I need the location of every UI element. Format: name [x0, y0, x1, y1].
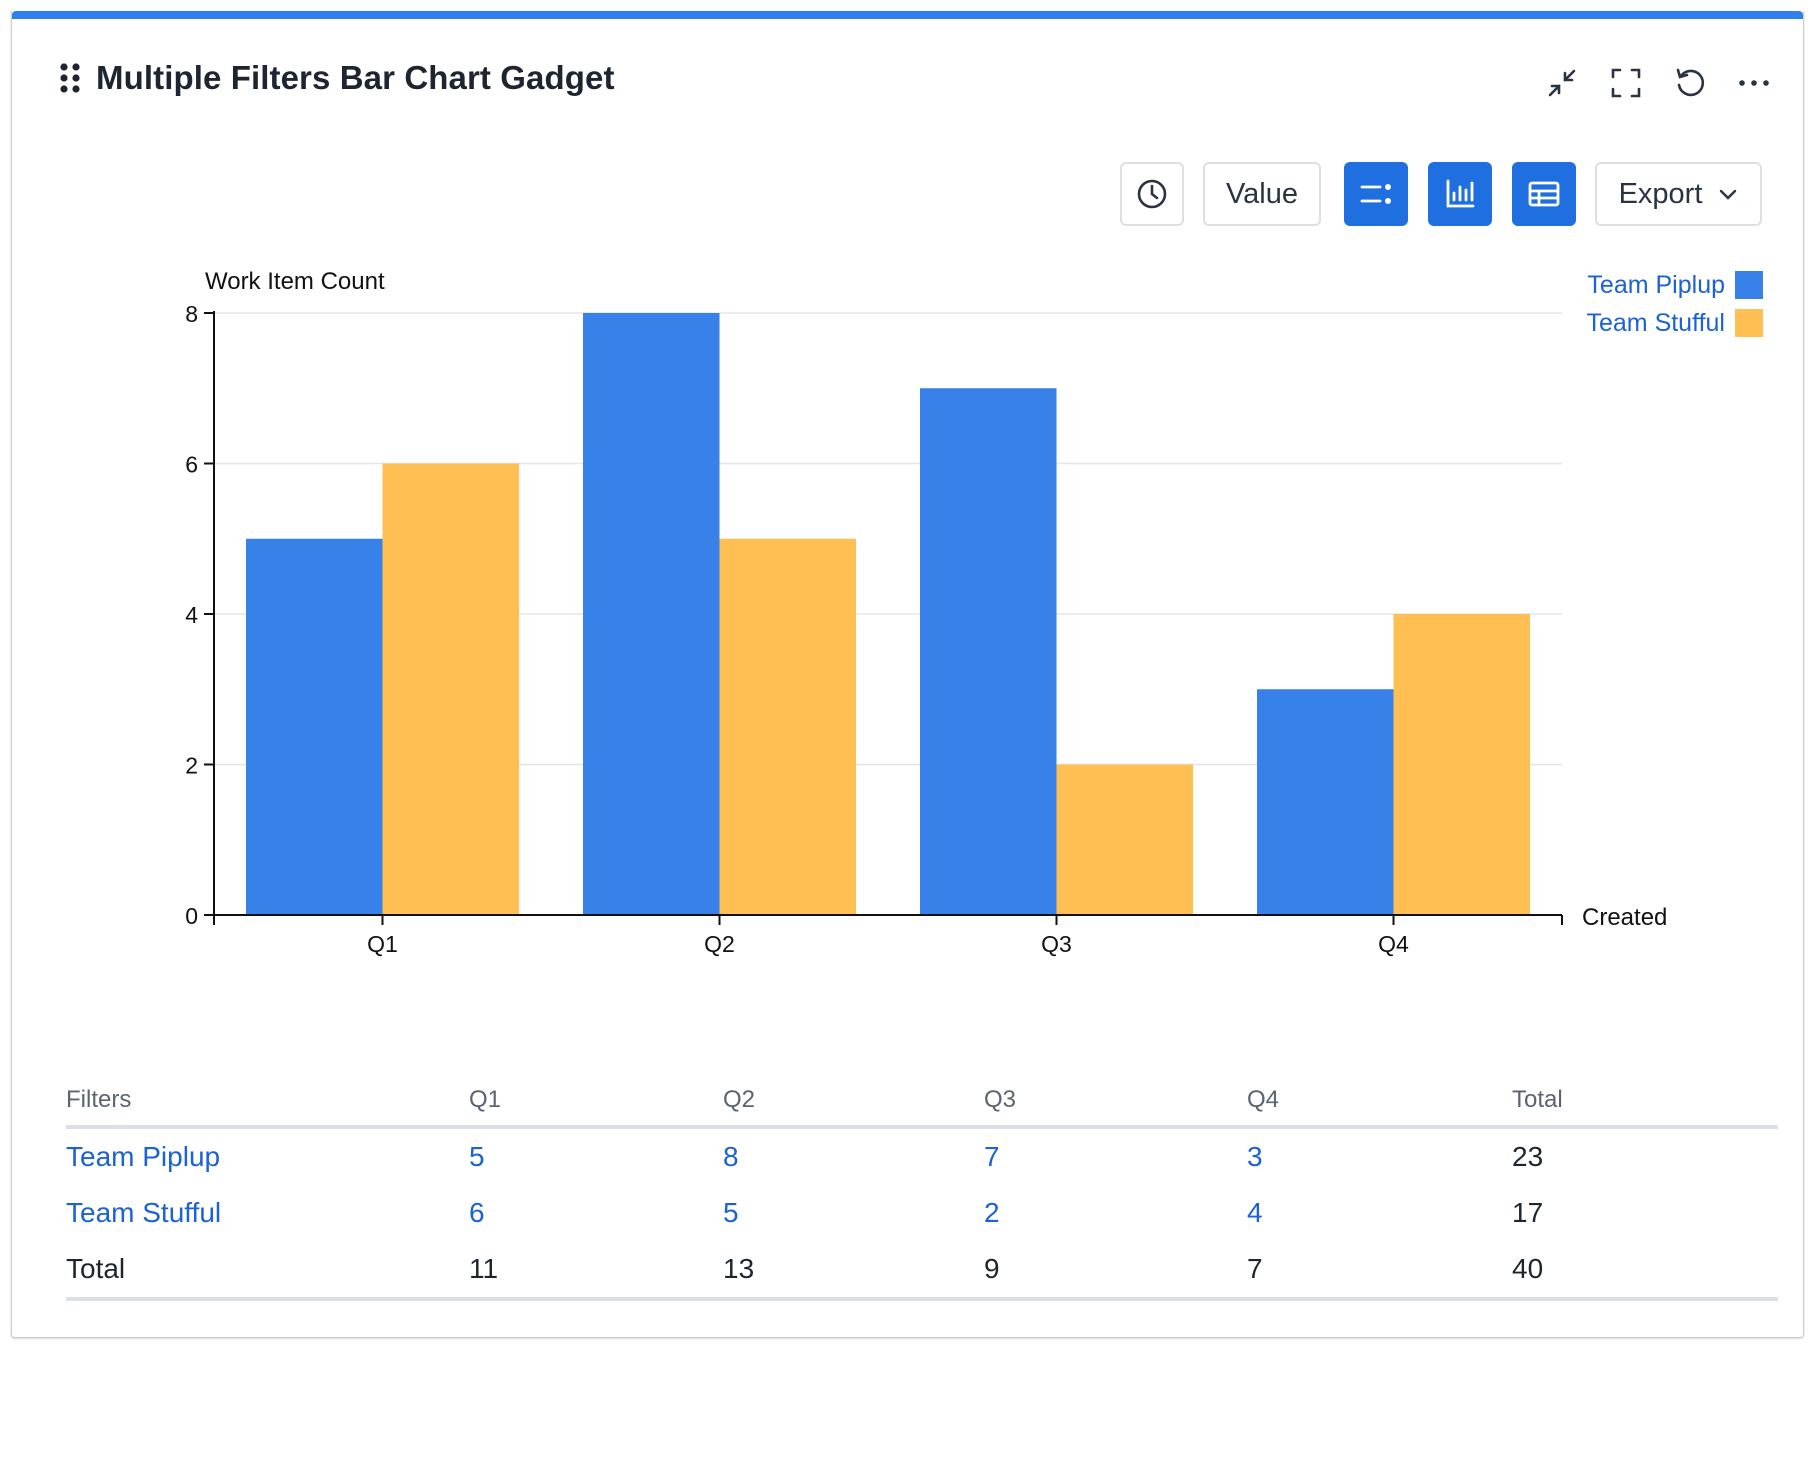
gadget-panel: Multiple Filters Bar Chart Gadget Value	[11, 11, 1804, 1338]
bar	[719, 538, 856, 915]
bar	[1393, 614, 1530, 915]
chart-legend: Team Piplup Team Stufful	[1586, 266, 1763, 342]
legend-label: Team Stufful	[1586, 308, 1725, 337]
value-button-label: Value	[1225, 177, 1299, 210]
legend-swatch	[1735, 271, 1763, 299]
column-total: 7	[1247, 1241, 1512, 1301]
table-header: Filters	[66, 1075, 469, 1129]
more-icon[interactable]	[1737, 66, 1771, 100]
column-total: 9	[984, 1241, 1247, 1301]
value-button[interactable]: Value	[1203, 162, 1321, 226]
collapse-icon[interactable]	[1545, 66, 1579, 100]
table-view-button[interactable]	[1512, 162, 1576, 226]
legend-swatch	[1735, 309, 1763, 337]
y-axis-label: Work Item Count	[205, 268, 385, 295]
clock-icon	[1137, 179, 1167, 209]
table-header-row: Filters Q1 Q2 Q3 Q4 Total	[66, 1075, 1778, 1129]
count-link[interactable]: 8	[723, 1141, 739, 1172]
count-link[interactable]: 6	[469, 1197, 485, 1228]
chevron-down-icon	[1720, 189, 1737, 200]
legend-toggle-icon	[1360, 183, 1391, 204]
y-tick-label: 8	[185, 301, 198, 327]
drag-handle-icon[interactable]	[57, 61, 83, 95]
count-link[interactable]: 5	[723, 1197, 739, 1228]
total-label: Total	[66, 1241, 469, 1301]
y-tick-label: 6	[185, 452, 198, 478]
count-link[interactable]: 5	[469, 1141, 485, 1172]
table-total-row: Total 11 13 9 7 40	[66, 1241, 1778, 1301]
column-total: 11	[469, 1241, 723, 1301]
export-button-label: Export	[1618, 177, 1703, 210]
x-axis-label: Created	[1582, 904, 1667, 931]
count-link[interactable]: 2	[984, 1197, 1000, 1228]
y-tick-label: 4	[185, 602, 198, 628]
bar	[246, 538, 383, 915]
count-link[interactable]: 3	[1247, 1141, 1263, 1172]
legend-item-team-stufful[interactable]: Team Stufful	[1586, 304, 1763, 342]
count-link[interactable]: 4	[1247, 1197, 1263, 1228]
legend-toggle-button[interactable]	[1344, 162, 1408, 226]
bar	[382, 463, 519, 915]
y-tick-label: 2	[185, 753, 198, 779]
filter-link[interactable]: Team Piplup	[66, 1141, 221, 1172]
x-tick-label: Q1	[367, 931, 398, 957]
row-total: 17	[1512, 1197, 1544, 1228]
y-tick-label: 0	[185, 903, 198, 929]
x-tick-label: Q3	[1041, 931, 1072, 957]
filter-link[interactable]: Team Stufful	[66, 1197, 222, 1228]
count-link[interactable]: 7	[984, 1141, 1000, 1172]
gadget-title: Multiple Filters Bar Chart Gadget	[96, 59, 615, 96]
chart-view-button[interactable]	[1428, 162, 1492, 226]
bar-chart-icon	[1446, 179, 1475, 208]
x-tick-label: Q4	[1378, 931, 1409, 957]
data-table: Filters Q1 Q2 Q3 Q4 Total Team Piplup 5 …	[66, 1075, 1778, 1301]
table-row: Team Piplup 5 8 7 3 23	[66, 1127, 1778, 1185]
table-header: Q2	[723, 1075, 984, 1129]
x-tick-label: Q2	[704, 931, 735, 957]
legend-item-team-piplup[interactable]: Team Piplup	[1586, 266, 1763, 304]
table-row: Team Stufful 6 5 2 4 17	[66, 1185, 1778, 1241]
fullscreen-icon[interactable]	[1609, 66, 1643, 100]
bar-chart: 0 2 4 6 8 Q1 Q2 Q3 Q4 Work Item Count Created	[185, 268, 1667, 957]
table-icon	[1528, 181, 1560, 207]
table-header: Q1	[469, 1075, 723, 1129]
refresh-icon[interactable]	[1673, 66, 1707, 100]
column-total: 13	[723, 1241, 984, 1301]
gadget-accent-bar	[12, 11, 1803, 19]
table-header: Q3	[984, 1075, 1247, 1129]
bar	[1257, 689, 1394, 915]
grand-total: 40	[1512, 1241, 1778, 1301]
bar	[920, 388, 1057, 915]
bar	[583, 313, 720, 915]
table-header: Q4	[1247, 1075, 1512, 1129]
row-total: 23	[1512, 1141, 1544, 1172]
table-header: Total	[1512, 1075, 1778, 1129]
export-button[interactable]: Export	[1595, 162, 1762, 226]
bar	[1056, 764, 1193, 915]
history-button[interactable]	[1120, 162, 1184, 226]
legend-label: Team Piplup	[1587, 270, 1725, 299]
